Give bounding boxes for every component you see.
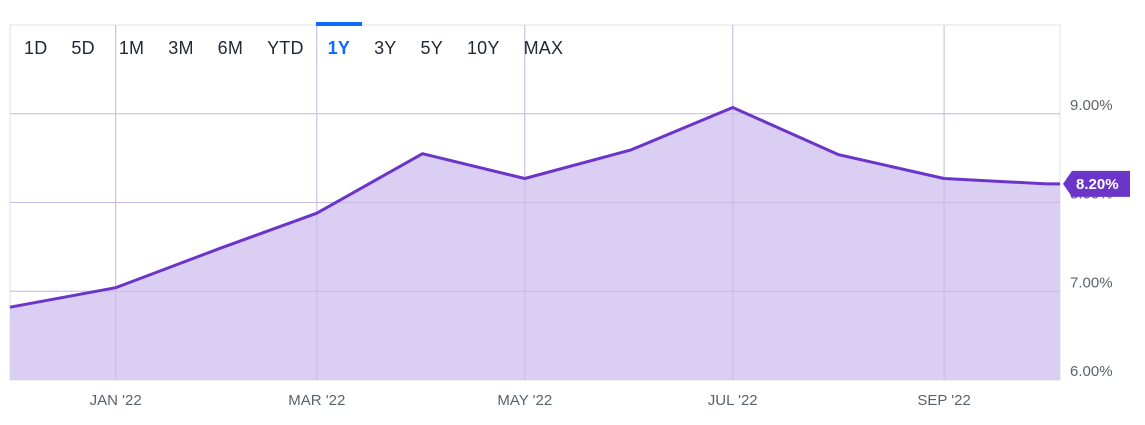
range-tab-1d[interactable]: 1D xyxy=(24,38,48,58)
range-tab-max[interactable]: MAX xyxy=(523,38,564,58)
last-value-tag xyxy=(1063,170,1130,197)
x-tick-label: MAR '22 xyxy=(288,392,345,409)
series-line xyxy=(9,106,1060,309)
x-tick-label: SEP '22 xyxy=(917,392,970,409)
range-tab-10y[interactable]: 10Y xyxy=(466,38,500,58)
range-tab-5y[interactable]: 5Y xyxy=(420,38,443,58)
series-area xyxy=(10,107,1060,380)
range-tab-6m[interactable]: 6M xyxy=(217,38,244,58)
x-tick-label: JAN '22 xyxy=(90,392,142,409)
range-tabs: 1D 5D 1M 3M 6M YTD 1Y 3Y 5Y 10Y MAX xyxy=(12,22,575,74)
range-tab-1m[interactable]: 1M xyxy=(118,38,145,58)
range-tab-1y[interactable]: 1Y xyxy=(315,22,363,74)
y-tick-label: 7.00% xyxy=(1070,274,1113,291)
y-tick-label: 6.00% xyxy=(1070,363,1113,380)
range-tab-5d[interactable]: 5D xyxy=(71,38,95,58)
range-tab-ytd[interactable]: YTD xyxy=(267,38,304,58)
x-tick-label: JUL '22 xyxy=(708,392,758,409)
last-value-label: 8.20% xyxy=(1076,176,1119,193)
x-tick-label: MAY '22 xyxy=(497,392,552,409)
range-tab-3m[interactable]: 3M xyxy=(168,38,194,58)
range-tab-3y[interactable]: 3Y xyxy=(374,38,397,58)
y-tick-label: 9.00% xyxy=(1070,97,1113,114)
